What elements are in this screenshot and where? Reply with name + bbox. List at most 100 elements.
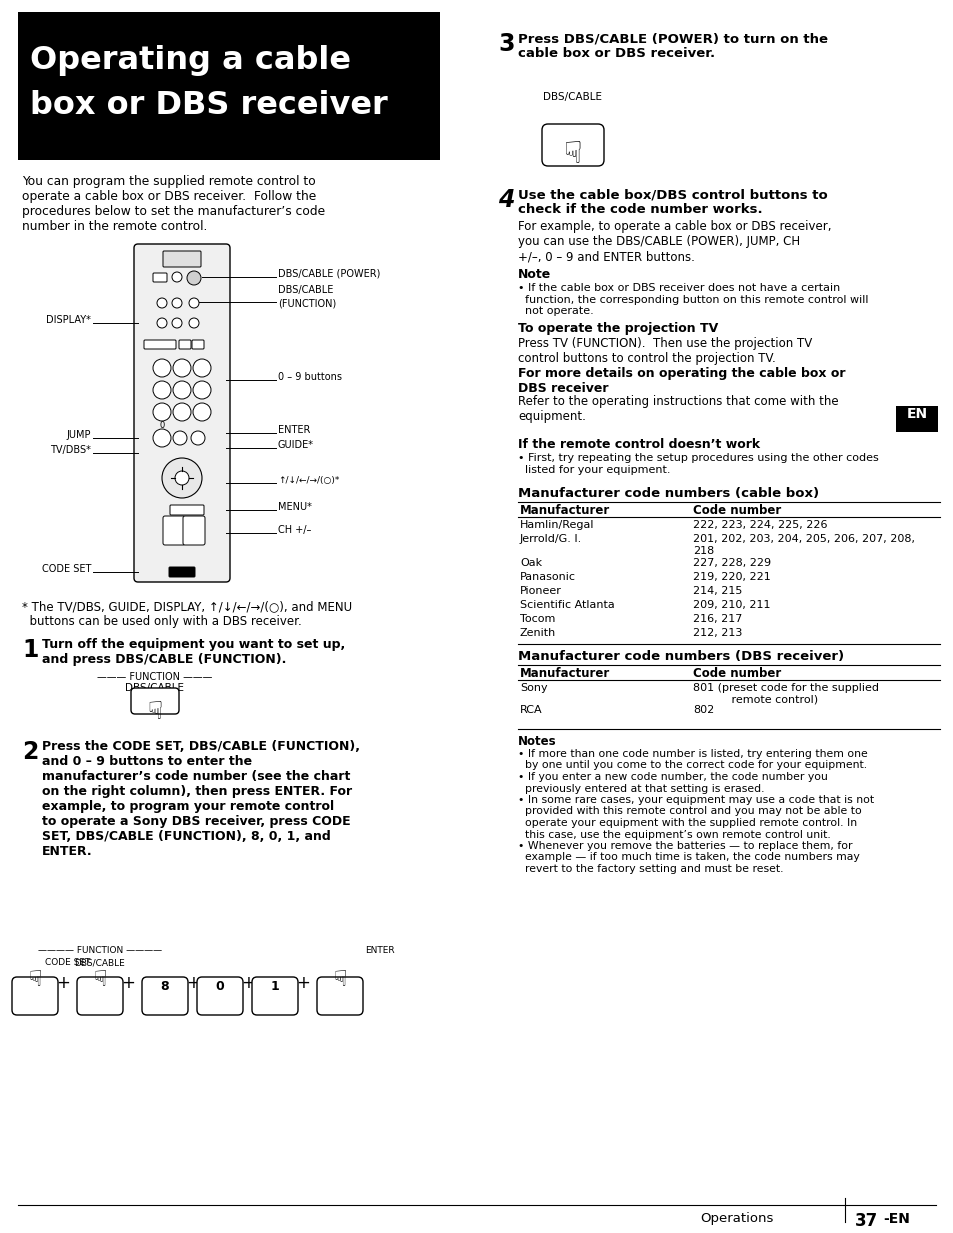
Text: 4: 4 <box>159 385 165 393</box>
Text: ENTER: ENTER <box>365 946 395 956</box>
FancyBboxPatch shape <box>179 340 191 349</box>
Text: For example, to operate a cable box or DBS receiver,
you can use the DBS/CABLE (: For example, to operate a cable box or D… <box>517 219 831 263</box>
Text: ENTER: ENTER <box>277 425 310 435</box>
Text: Refer to the operating instructions that come with the
equipment.: Refer to the operating instructions that… <box>517 395 838 423</box>
Circle shape <box>162 457 202 498</box>
Text: ↑/↓/←/→/(○)*: ↑/↓/←/→/(○)* <box>277 476 339 485</box>
Text: 4: 4 <box>497 187 514 212</box>
Text: box or DBS receiver: box or DBS receiver <box>30 90 387 121</box>
Circle shape <box>189 298 199 308</box>
Circle shape <box>187 271 201 285</box>
Circle shape <box>193 359 211 377</box>
FancyBboxPatch shape <box>541 125 603 166</box>
Text: • If you enter a new code number, the code number you: • If you enter a new code number, the co… <box>517 772 827 782</box>
Text: CODE SET: CODE SET <box>42 563 91 575</box>
Text: ☟: ☟ <box>93 970 107 990</box>
Circle shape <box>172 298 182 308</box>
Text: +: + <box>186 974 200 993</box>
Circle shape <box>172 359 191 377</box>
Text: 802: 802 <box>692 705 714 715</box>
Text: TV/DBS*: TV/DBS* <box>51 445 91 455</box>
Text: 0: 0 <box>215 979 224 993</box>
Text: Sony: Sony <box>519 683 547 693</box>
Circle shape <box>189 318 199 328</box>
Text: ☟: ☟ <box>147 700 162 724</box>
Text: +: + <box>56 974 70 993</box>
Text: For more details on operating the cable box or
DBS receiver: For more details on operating the cable … <box>517 367 844 395</box>
Text: GUIDE*: GUIDE* <box>277 440 314 450</box>
FancyBboxPatch shape <box>192 340 204 349</box>
Text: 209, 210, 211: 209, 210, 211 <box>692 600 770 610</box>
Text: 7: 7 <box>159 407 165 416</box>
Text: 216, 217: 216, 217 <box>692 614 741 624</box>
FancyBboxPatch shape <box>133 244 230 582</box>
Text: Operating a cable: Operating a cable <box>30 44 351 76</box>
Text: DBS/CABLE (POWER): DBS/CABLE (POWER) <box>277 269 380 279</box>
Text: this case, use the equipment’s own remote control unit.: this case, use the equipment’s own remot… <box>517 830 830 840</box>
Text: 219, 220, 221: 219, 220, 221 <box>692 572 770 582</box>
Text: +: + <box>295 974 310 993</box>
Text: Press the CODE SET, DBS/CABLE (FUNCTION),
and 0 – 9 buttons to enter the
manufac: Press the CODE SET, DBS/CABLE (FUNCTION)… <box>42 740 359 858</box>
Text: 8: 8 <box>179 407 185 416</box>
Text: Manufacturer: Manufacturer <box>519 667 610 681</box>
Circle shape <box>152 429 171 448</box>
Text: • First, try repeating the setup procedures using the other codes
  listed for y: • First, try repeating the setup procedu… <box>517 453 878 475</box>
FancyBboxPatch shape <box>316 977 363 1015</box>
Circle shape <box>174 471 189 485</box>
Text: Pioneer: Pioneer <box>519 586 561 596</box>
Text: Panasonic: Panasonic <box>519 572 576 582</box>
Text: * The TV/DBS, GUIDE, DISPLAY, ↑/↓/←/→/(○), and MENU
  buttons can be used only w: * The TV/DBS, GUIDE, DISPLAY, ↑/↓/←/→/(○… <box>22 600 352 628</box>
Text: You can program the supplied remote control to
operate a cable box or DBS receiv: You can program the supplied remote cont… <box>22 175 325 233</box>
Circle shape <box>172 403 191 420</box>
Text: MENU*: MENU* <box>277 502 312 512</box>
FancyBboxPatch shape <box>163 252 201 268</box>
Text: Hamlin/Regal: Hamlin/Regal <box>519 520 594 530</box>
Text: CODE SET: CODE SET <box>45 958 91 967</box>
Text: 801 (preset code for the supplied
           remote control): 801 (preset code for the supplied remote… <box>692 683 878 704</box>
Circle shape <box>152 359 171 377</box>
Text: CH +/–: CH +/– <box>277 525 311 535</box>
Text: ——— FUNCTION ———: ——— FUNCTION ——— <box>97 672 213 682</box>
Text: 201, 202, 203, 204, 205, 206, 207, 208,
218: 201, 202, 203, 204, 205, 206, 207, 208, … <box>692 534 914 556</box>
Text: 2: 2 <box>22 740 38 764</box>
Circle shape <box>172 272 182 282</box>
Text: 1: 1 <box>22 637 38 662</box>
FancyBboxPatch shape <box>144 340 175 349</box>
Text: ———— FUNCTION ————: ———— FUNCTION ———— <box>38 946 162 956</box>
Text: Oak: Oak <box>519 559 541 568</box>
Text: Manufacturer: Manufacturer <box>519 504 610 517</box>
Text: Scientific Atlanta: Scientific Atlanta <box>519 600 614 610</box>
Text: DBS/CABLE: DBS/CABLE <box>74 958 125 967</box>
FancyBboxPatch shape <box>895 406 937 432</box>
Circle shape <box>172 381 191 399</box>
FancyBboxPatch shape <box>12 977 58 1015</box>
FancyBboxPatch shape <box>196 977 243 1015</box>
Text: Note: Note <box>517 268 551 281</box>
FancyBboxPatch shape <box>142 977 188 1015</box>
FancyBboxPatch shape <box>183 515 205 545</box>
Text: Tocom: Tocom <box>519 614 555 624</box>
Text: example — if too much time is taken, the code numbers may: example — if too much time is taken, the… <box>517 852 859 863</box>
Text: 37: 37 <box>854 1212 878 1231</box>
Text: JUMP: JUMP <box>67 430 91 440</box>
Text: 1: 1 <box>271 979 279 993</box>
Text: Code number: Code number <box>692 504 781 517</box>
Text: ☟: ☟ <box>29 970 42 990</box>
Text: 3: 3 <box>497 32 514 55</box>
Circle shape <box>172 432 187 445</box>
Text: ☟: ☟ <box>333 970 346 990</box>
Text: +: + <box>241 974 254 993</box>
Text: 8: 8 <box>160 979 169 993</box>
FancyBboxPatch shape <box>169 567 194 577</box>
Text: 0 – 9 buttons: 0 – 9 buttons <box>277 372 341 382</box>
Text: previously entered at that setting is erased.: previously entered at that setting is er… <box>517 783 763 794</box>
Text: revert to the factory setting and must be reset.: revert to the factory setting and must b… <box>517 864 782 874</box>
Circle shape <box>191 432 205 445</box>
Text: 2: 2 <box>179 363 185 371</box>
Text: DISPLAY*: DISPLAY* <box>46 314 91 326</box>
Text: -EN: -EN <box>882 1212 909 1226</box>
Circle shape <box>172 318 182 328</box>
Text: Press DBS/CABLE (POWER) to turn on the
cable box or DBS receiver.: Press DBS/CABLE (POWER) to turn on the c… <box>517 32 827 60</box>
Text: • Whenever you remove the batteries — to replace them, for: • Whenever you remove the batteries — to… <box>517 841 852 851</box>
Text: Jerrold/G. I.: Jerrold/G. I. <box>519 534 581 544</box>
